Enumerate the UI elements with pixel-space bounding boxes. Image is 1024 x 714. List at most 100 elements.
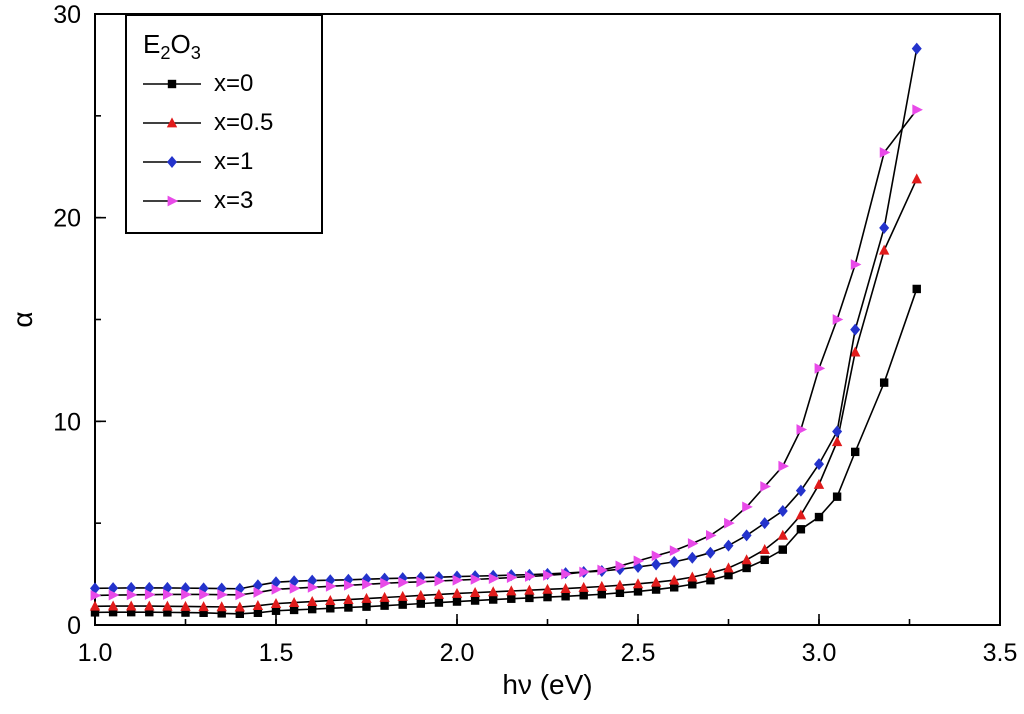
triangle-up-marker — [687, 571, 698, 582]
triangle-up-marker — [469, 587, 481, 598]
square-marker — [308, 604, 317, 614]
legend-item-x3: x=3 — [143, 181, 321, 220]
y-tick-label: 30 — [53, 1, 81, 29]
triangle-right-marker — [416, 576, 427, 588]
legend-item-x0: x=0 — [143, 64, 321, 103]
triangle-up-marker — [252, 600, 264, 611]
diamond-marker — [705, 546, 716, 559]
diamond-marker — [777, 504, 788, 517]
legend-title: E2O3 — [143, 24, 321, 64]
legend-title-text: O — [170, 29, 191, 59]
square-marker — [90, 608, 100, 617]
triangle-up-marker — [288, 596, 300, 607]
triangle-right-marker — [597, 564, 608, 576]
square-marker — [633, 587, 643, 596]
triangle-up-marker — [270, 598, 282, 609]
triangle-up-marker — [669, 574, 680, 585]
legend-key-triangle-up-icon — [143, 116, 201, 127]
square-marker — [489, 595, 498, 604]
legend-title-text: E — [143, 29, 161, 59]
triangle-up-marker — [705, 567, 716, 578]
triangle-right-marker — [362, 578, 373, 590]
square-marker — [615, 588, 625, 598]
triangle-up-marker — [777, 529, 788, 540]
diamond-marker — [832, 425, 843, 438]
triangle-up-marker — [89, 600, 101, 611]
series-x=0 — [90, 284, 921, 618]
legend-triangle-up-marker — [166, 116, 178, 127]
triangle-up-marker — [911, 173, 922, 184]
square-marker — [398, 600, 407, 609]
triangle-up-marker — [361, 592, 372, 603]
series-x=0.5 — [89, 173, 922, 612]
triangle-right-marker — [760, 481, 771, 492]
triangle-up-marker — [126, 600, 137, 611]
diamond-marker — [741, 529, 752, 542]
square-marker — [561, 592, 570, 601]
triangle-right-marker — [814, 362, 826, 374]
square-marker — [344, 603, 353, 612]
square-marker — [452, 597, 462, 606]
triangle-right-marker — [452, 574, 464, 586]
square-marker — [760, 555, 769, 565]
triangle-right-marker — [525, 571, 536, 582]
diamond-marker — [669, 555, 680, 568]
series-line-x=0 — [94, 288, 918, 615]
legend-diamond-marker — [167, 155, 177, 168]
legend-label: x=0.5 — [214, 108, 274, 136]
triangle-right-marker — [724, 517, 735, 529]
triangle-right-marker — [706, 529, 717, 541]
diamond-marker — [759, 517, 770, 530]
legend-item-x05: x=0.5 — [143, 103, 321, 142]
legend-triangle-right-marker — [167, 195, 179, 206]
triangle-right-marker — [778, 460, 789, 472]
triangle-up-marker — [542, 583, 553, 594]
triangle-up-marker — [415, 589, 426, 600]
triangle-right-marker — [126, 589, 138, 601]
triangle-up-marker — [307, 595, 318, 606]
triangle-right-marker — [325, 580, 337, 592]
triangle-right-marker — [235, 589, 246, 601]
x-tick-label: 2.0 — [440, 639, 475, 667]
square-marker — [525, 593, 534, 603]
x-tick-label: 1.0 — [78, 639, 113, 667]
triangle-right-marker — [289, 582, 301, 594]
triangle-up-marker — [433, 588, 445, 599]
square-marker — [851, 447, 860, 457]
triangle-right-marker — [217, 589, 228, 601]
triangle-up-marker — [162, 600, 173, 611]
legend-key-diamond-icon — [143, 155, 201, 168]
square-marker — [163, 608, 172, 617]
triangle-right-marker — [307, 581, 319, 593]
triangle-up-marker — [198, 601, 209, 612]
triangle-up-marker — [488, 586, 499, 597]
series-x=3 — [90, 104, 923, 601]
triangle-up-marker — [234, 601, 245, 612]
square-marker — [470, 596, 480, 605]
triangle-up-marker — [723, 562, 734, 573]
diamond-marker — [651, 558, 662, 571]
square-marker — [688, 580, 697, 589]
square-marker — [289, 605, 299, 615]
triangle-right-marker — [796, 424, 808, 435]
triangle-up-marker — [451, 587, 463, 598]
legend-label: x=0 — [214, 69, 254, 97]
triangle-up-marker — [632, 578, 644, 589]
square-marker — [416, 599, 425, 608]
y-tick-label: 10 — [53, 408, 81, 436]
triangle-right-marker — [912, 104, 923, 116]
square-marker — [108, 607, 118, 617]
square-marker — [651, 585, 661, 594]
triangle-right-marker — [742, 501, 753, 513]
triangle-up-marker — [107, 600, 119, 611]
triangle-up-marker — [560, 582, 571, 593]
triangle-right-marker — [579, 566, 590, 578]
square-marker — [181, 608, 190, 617]
legend-key-triangle-right-icon — [143, 195, 201, 206]
square-marker — [235, 609, 244, 618]
triangle-up-marker — [506, 585, 517, 596]
triangle-right-marker — [181, 589, 192, 600]
legend-square-marker — [167, 79, 177, 88]
x-tick-label: 3.5 — [983, 639, 1018, 667]
